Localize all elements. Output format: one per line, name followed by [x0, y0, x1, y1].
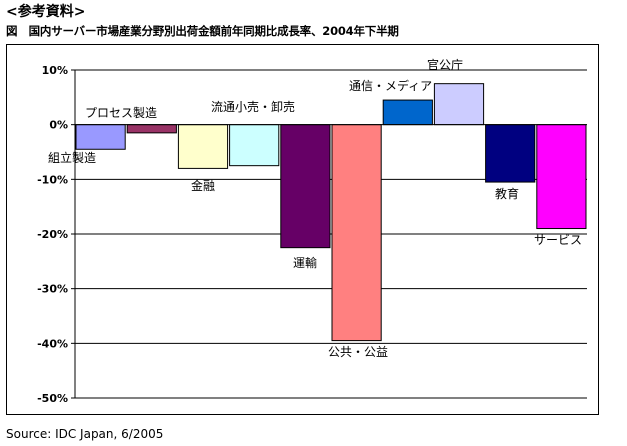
- y-tick-label: -50%: [37, 392, 68, 405]
- y-tick-label: -40%: [37, 337, 68, 350]
- category-label: 官公庁: [427, 57, 463, 72]
- category-label: サービス: [534, 233, 582, 247]
- chart-frame: 10% 0% -10% -20% -30% -40% -50% 組立製造 プロセス製造金融 流通小…: [6, 44, 599, 415]
- category-label: 流通小売・卸売: [211, 99, 295, 114]
- category-label: 公共・公益: [328, 345, 388, 359]
- bar: [75, 124, 126, 150]
- category-label: プロセス製造: [85, 106, 157, 120]
- bar: [126, 124, 177, 134]
- bar: [382, 99, 433, 126]
- bar: [485, 124, 536, 183]
- bar: [280, 124, 331, 249]
- bar: [229, 124, 280, 167]
- document-heading: <参考資料>: [6, 4, 86, 20]
- y-tick-label: -30%: [37, 283, 68, 296]
- category-label: 組立製造: [48, 150, 96, 165]
- bar: [536, 124, 587, 230]
- bar: [331, 124, 382, 342]
- category-label: 運輸: [293, 255, 317, 270]
- category-label: 金融: [191, 178, 215, 193]
- y-tick-label: -10%: [37, 173, 68, 186]
- category-label: 通信・メディア: [349, 78, 432, 93]
- y-tick-label: -20%: [37, 228, 68, 241]
- bar: [177, 124, 229, 169]
- y-tick-label: 10%: [42, 64, 68, 77]
- figure-caption: 図 国内サーバー市場産業分野別出荷金額前年同期比成長率、2004年下半期: [6, 24, 399, 38]
- bar: [433, 83, 485, 126]
- category-label: 教育: [495, 186, 519, 201]
- source-note: Source: IDC Japan, 6/2005: [6, 427, 164, 441]
- y-tick-label: 0%: [49, 119, 68, 132]
